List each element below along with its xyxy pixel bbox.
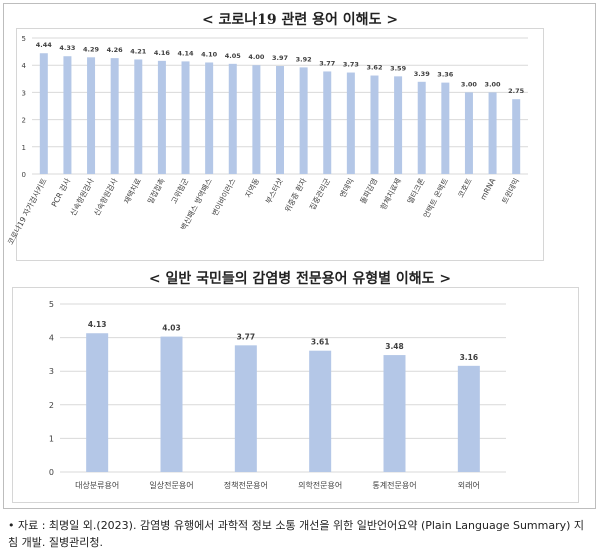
chart-1-bar xyxy=(464,92,473,174)
chart-1-bar xyxy=(512,99,521,174)
chart-1-bar xyxy=(441,82,450,174)
chart-1-bar xyxy=(205,62,214,175)
chart-1-ytick-label: 4 xyxy=(22,62,27,70)
chart-2-data-label: 3.77 xyxy=(237,332,256,341)
source-note: • 자료 : 최명일 외.(2023). 감염병 유행에서 과학적 정보 소통 … xyxy=(8,519,585,549)
chart-1-bar xyxy=(39,53,48,175)
chart-1-bar xyxy=(63,56,72,174)
chart-2-category-label: 외래어 xyxy=(458,480,480,490)
chart-2-data-label: 3.61 xyxy=(311,338,330,347)
chart-2-bar xyxy=(86,333,109,472)
chart-1-data-label: 4.10 xyxy=(201,50,218,58)
chart-1-data-label: 4.05 xyxy=(225,52,242,60)
chart-2-ytick-label: 0 xyxy=(49,468,54,477)
chart-1-data-label: 4.16 xyxy=(154,49,171,57)
chart-2-bar xyxy=(309,350,332,472)
chart-1-bar xyxy=(417,81,426,174)
chart-1-data-label: 4.44 xyxy=(36,41,53,49)
chart-2-data-label: 4.13 xyxy=(88,320,107,329)
chart-1-ytick-label: 2 xyxy=(22,117,26,125)
chart-1-bar xyxy=(370,75,379,174)
chart-1-data-label: 3.36 xyxy=(437,71,454,79)
chart-1-ytick-label: 3 xyxy=(22,89,26,97)
chart-1-bar xyxy=(228,63,237,175)
chart-1-data-label: 4.26 xyxy=(107,46,124,54)
chart-1-title: < 코로나19 관련 용어 이해도 > xyxy=(201,12,399,28)
chart-2-category-label: 대상분류용어 xyxy=(75,480,119,490)
chart-1-data-label: 3.00 xyxy=(461,80,478,88)
chart-1-data-label: 2.75 xyxy=(508,87,525,95)
chart-1-data-label: 3.00 xyxy=(485,80,502,88)
chart-1-ytick-label: 0 xyxy=(22,171,26,179)
chart-1-data-label: 4.14 xyxy=(178,49,195,57)
chart-1-data-label: 3.92 xyxy=(296,55,312,63)
chart-1-bar xyxy=(488,92,497,174)
chart-1-bar xyxy=(299,67,308,174)
chart-1-ytick-label: 5 xyxy=(22,35,26,43)
chart-1-bar xyxy=(323,71,332,174)
chart-2-category-label: 일상전문용어 xyxy=(149,480,193,490)
chart-2-title: < 일반 국민들의 감염병 전문용어 유형별 이해도 > xyxy=(148,271,452,287)
chart-1-bar xyxy=(252,65,261,174)
chart-1-bar xyxy=(87,57,96,175)
chart-1-bar xyxy=(110,58,119,174)
chart-1-bar xyxy=(157,60,166,174)
chart-1-data-label: 4.33 xyxy=(59,44,75,52)
chart-1-data-label: 3.62 xyxy=(366,64,382,72)
chart-2-data-label: 4.03 xyxy=(162,324,181,333)
figure-frame xyxy=(3,3,596,509)
chart-2-ytick-label: 2 xyxy=(49,401,54,410)
chart-1-ytick-label: 1 xyxy=(22,144,26,152)
chart-1-data-label: 4.00 xyxy=(248,53,265,61)
chart-2-bar xyxy=(383,355,406,472)
chart-2-bar xyxy=(160,336,183,472)
chart-1-data-label: 3.97 xyxy=(272,54,288,62)
chart-1-data-label: 4.29 xyxy=(83,45,100,53)
chart-2-ytick-label: 1 xyxy=(49,434,54,443)
chart-2-ytick-label: 4 xyxy=(49,334,54,343)
chart-2-ytick-label: 3 xyxy=(49,367,54,376)
chart-2-ytick-label: 5 xyxy=(49,300,54,309)
chart-1-bar xyxy=(394,76,403,174)
chart-1-bar xyxy=(276,66,284,174)
chart-2-data-label: 3.16 xyxy=(460,353,479,362)
chart-1-bar xyxy=(134,59,143,174)
chart-1-data-label: 3.77 xyxy=(319,59,335,67)
chart-2-data-label: 3.48 xyxy=(385,342,404,351)
chart-1-bar xyxy=(346,72,355,174)
chart-2-category-label: 통계전문용어 xyxy=(372,480,416,490)
chart-2-category-label: 의학전문용어 xyxy=(298,480,342,490)
chart-2-category-label: 정책전문용어 xyxy=(224,480,268,490)
chart-1-data-label: 3.59 xyxy=(390,64,407,72)
chart-1-bar xyxy=(181,61,190,174)
chart-1-data-label: 4.21 xyxy=(130,47,147,55)
chart-2-bar xyxy=(457,365,480,472)
chart-1-data-label: 3.73 xyxy=(343,61,359,69)
chart-2-bar xyxy=(234,345,257,472)
chart-1-data-label: 3.39 xyxy=(414,70,431,78)
